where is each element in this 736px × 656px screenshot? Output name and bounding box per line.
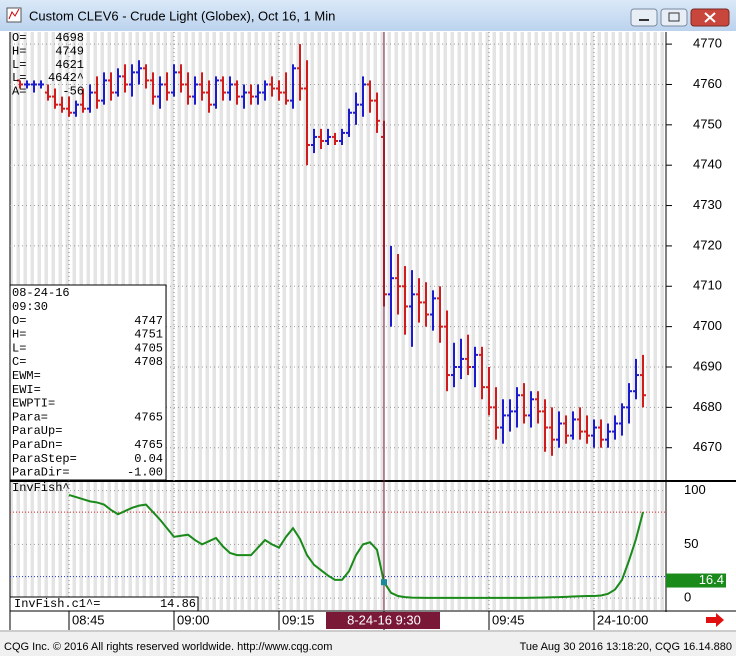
x-tick-highlight xyxy=(326,612,440,629)
app-icon-graph xyxy=(8,8,20,20)
y-tick-label: 4740 xyxy=(693,157,722,172)
x-tick-label: 8-24-16 9:30 xyxy=(347,612,421,627)
readout-label: H= xyxy=(12,44,26,58)
scroll-arrow[interactable] xyxy=(706,613,724,627)
cursor-row-label: L= xyxy=(12,341,26,355)
minimize-button[interactable] xyxy=(630,8,658,27)
y-tick-label: 0 xyxy=(684,590,691,605)
readout-value: 4642^ xyxy=(48,71,84,85)
y-tick-label: 4750 xyxy=(693,116,722,131)
readout-label: L= xyxy=(12,71,26,85)
cursor-row-label: Para= xyxy=(12,410,48,424)
cursor-row-value: 4708 xyxy=(134,355,163,369)
readout-value: 4698 xyxy=(55,31,84,45)
indicator-title: InvFish^ xyxy=(12,481,70,495)
cursor-row-label: C= xyxy=(12,355,26,369)
cursor-row-label: EWI= xyxy=(12,383,41,397)
cursor-row-label: EWPTI= xyxy=(12,397,55,411)
indicator-line xyxy=(68,493,644,599)
y-tick-label: 4680 xyxy=(693,399,722,414)
current-value-label: 16.4 xyxy=(699,572,724,587)
current-value-box xyxy=(666,573,726,588)
cursor-time: 09:30 xyxy=(12,300,48,314)
readout-value: 4621 xyxy=(55,58,84,72)
y-tick-label: 4770 xyxy=(693,36,722,51)
y-tick-label: 4710 xyxy=(693,278,722,293)
cursor-row-label: EWM= xyxy=(12,369,41,383)
readout-value: -56 xyxy=(62,84,84,98)
footer-left: CQG Inc. © 2016 All rights reserved worl… xyxy=(4,641,332,653)
y-tick-label: 100 xyxy=(684,482,706,497)
cursor-point xyxy=(381,579,387,586)
cursor-date: 08-24-16 xyxy=(12,286,70,300)
y-tick-label: 4730 xyxy=(693,197,722,212)
x-tick-label: 09:15 xyxy=(282,612,315,627)
y-tick-label: 4760 xyxy=(693,76,722,91)
cursor-row-label: ParaStep= xyxy=(12,452,77,466)
readout-label: A= xyxy=(12,84,26,98)
cursor-row-value: 4765 xyxy=(134,438,163,452)
x-tick-label: 24-10:00 xyxy=(597,612,648,627)
cursor-row-value: -1.00 xyxy=(127,466,163,480)
readout-value: 4749 xyxy=(55,44,84,58)
x-tick-label: 09:00 xyxy=(177,612,210,627)
restore-icon xyxy=(668,12,680,22)
cursor-row-value: 0.04 xyxy=(134,452,163,466)
indicator-readout-label: InvFish.c1^= xyxy=(14,597,100,611)
indicator-readout-box xyxy=(9,596,199,612)
cursor-row-value: 4747 xyxy=(134,314,163,328)
cursor-row-label: ParaDir= xyxy=(12,466,70,480)
readout-label: O= xyxy=(12,31,26,45)
footer-bar xyxy=(0,632,736,656)
y-tick-label: 4690 xyxy=(693,358,722,373)
cursor-box xyxy=(9,284,167,481)
y-tick-label: 4700 xyxy=(693,318,722,333)
y-tick-label: 4720 xyxy=(693,237,722,252)
x-tick-label: 08:45 xyxy=(72,612,105,627)
cursor-row-value: 4765 xyxy=(134,410,163,424)
footer-right: Tue Aug 30 2016 13:18:20, CQG 16.14.880 xyxy=(520,641,732,653)
title-bar xyxy=(0,0,736,31)
cursor-row-value: 4705 xyxy=(134,341,163,355)
cursor-row-label: ParaUp= xyxy=(12,424,62,438)
cursor-row-label: ParaDn= xyxy=(12,438,62,452)
cursor-row-label: O= xyxy=(12,314,26,328)
x-tick-label: 09:45 xyxy=(492,612,525,627)
close-icon xyxy=(704,12,716,23)
cursor-row-label: H= xyxy=(12,328,26,342)
indicator-readout-value: 14.86 xyxy=(160,597,196,611)
readout-label: L= xyxy=(12,58,26,72)
restore-button[interactable] xyxy=(660,8,688,27)
y-tick-label: 50 xyxy=(684,536,698,551)
cursor-row-value: 4751 xyxy=(134,328,163,342)
window-title: Custom CLEV6 - Crude Light (Globex), Oct… xyxy=(29,8,335,23)
y-tick-label: 4670 xyxy=(693,439,722,454)
